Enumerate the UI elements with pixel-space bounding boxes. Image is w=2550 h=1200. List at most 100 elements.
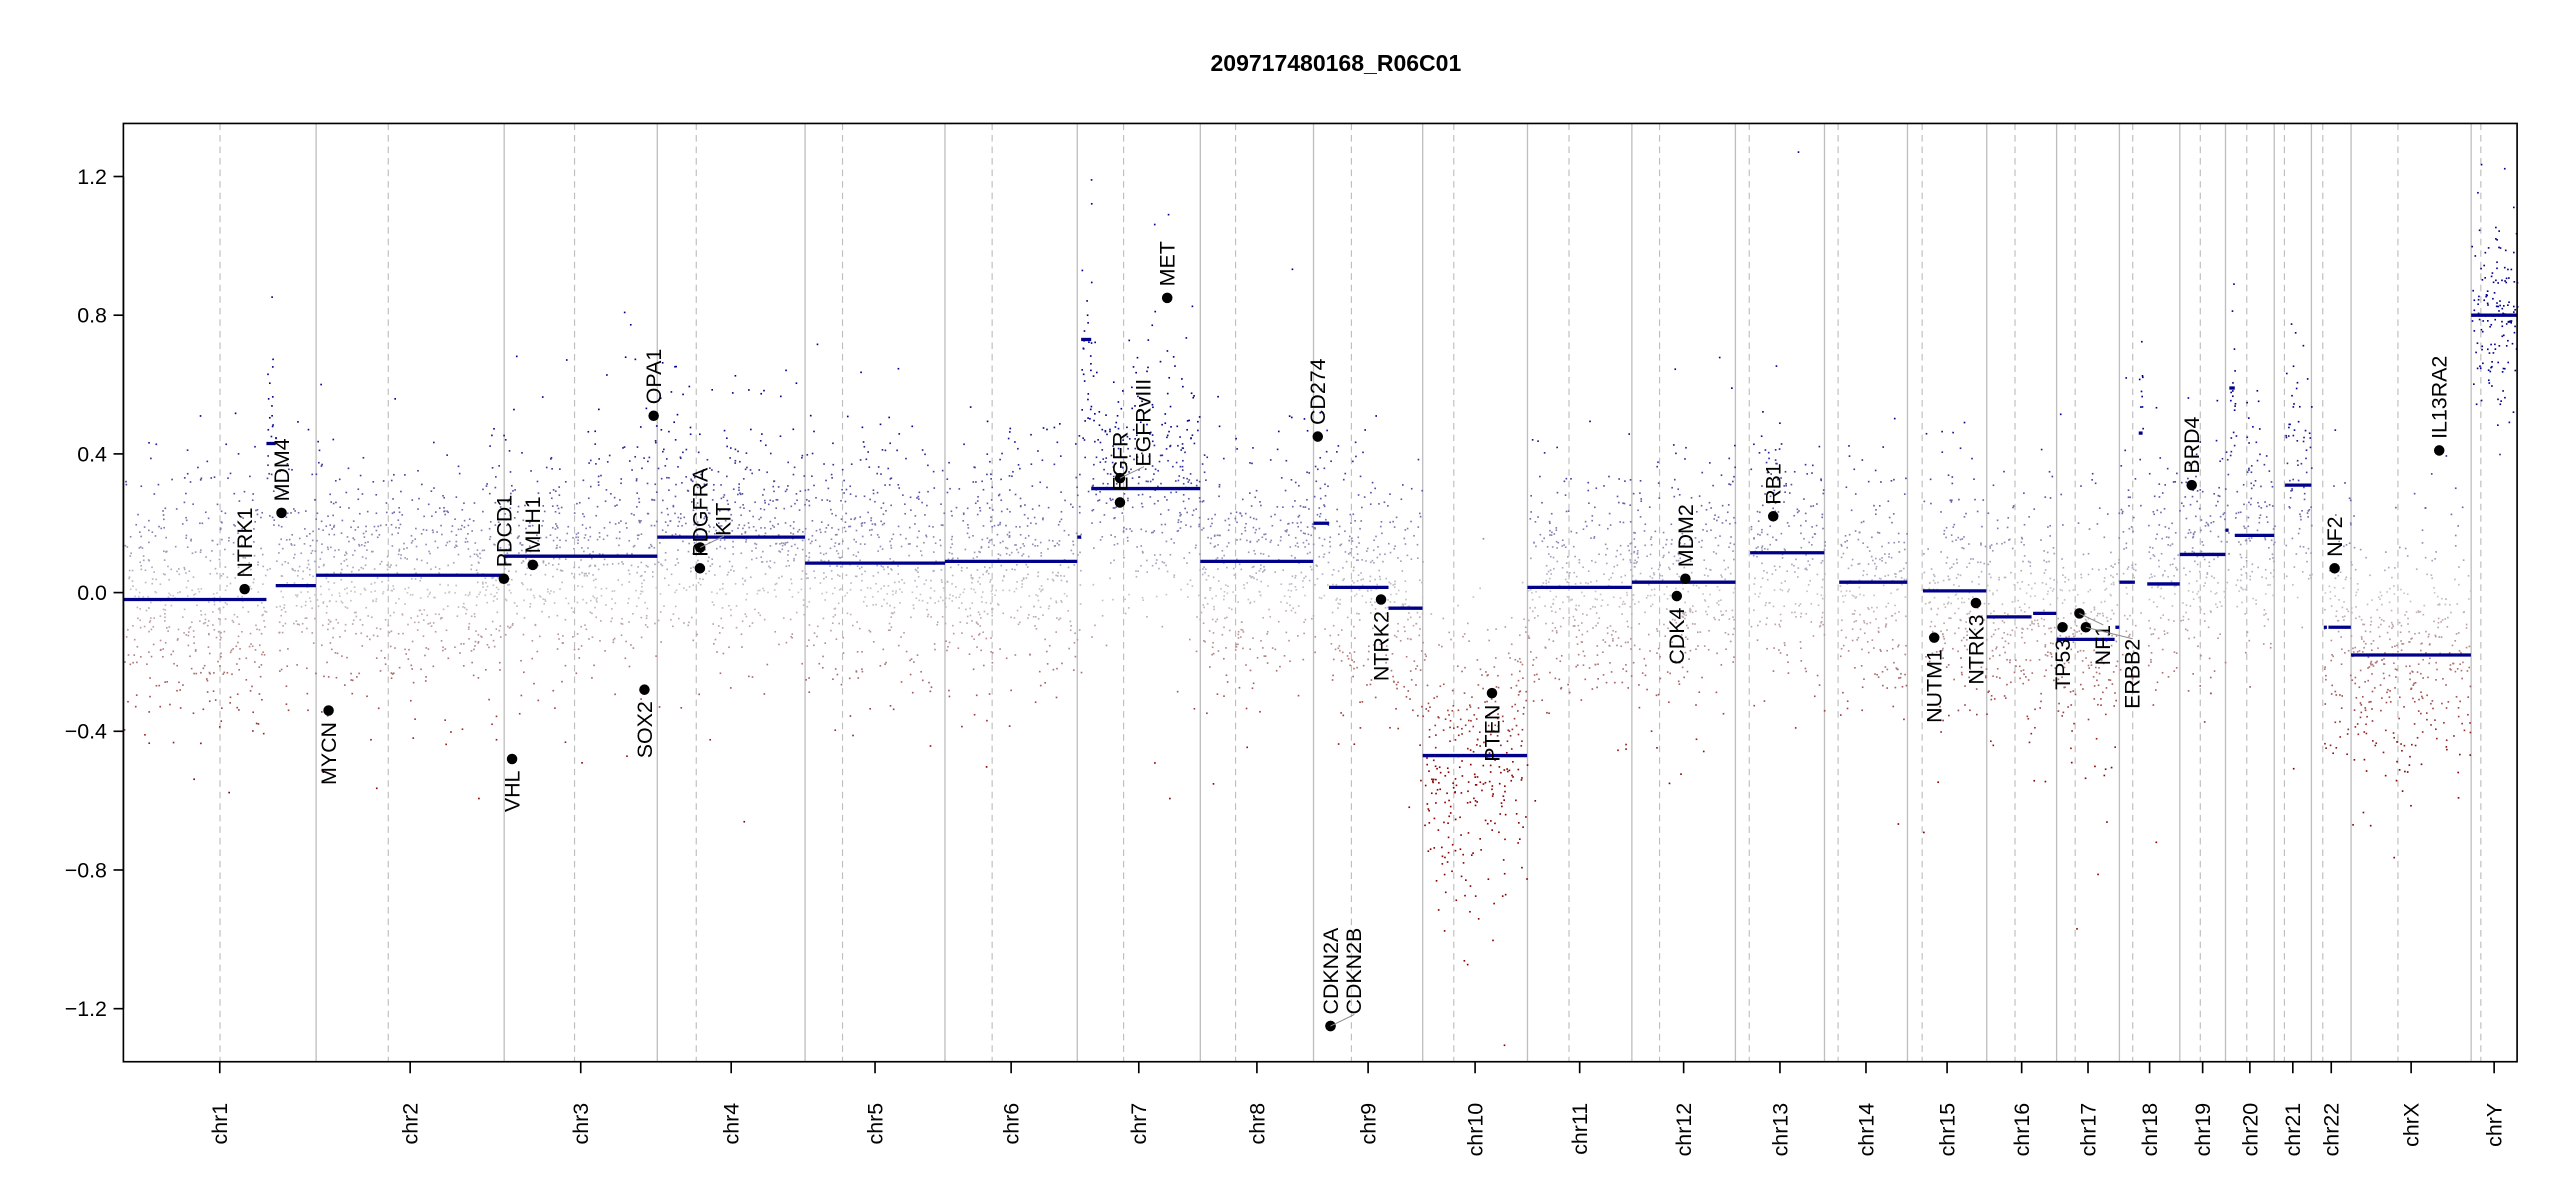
probe-point <box>1300 521 1302 524</box>
probe-point <box>641 582 643 585</box>
probe-point <box>1536 673 1538 676</box>
probe-point <box>1511 728 1514 731</box>
probe-point <box>322 601 325 603</box>
probe-point <box>140 655 142 658</box>
probe-point <box>400 490 402 493</box>
probe-point <box>1466 708 1468 711</box>
probe-point <box>162 514 165 516</box>
probe-point <box>1615 555 1618 558</box>
probe-point <box>219 609 221 611</box>
probe-point <box>1624 603 1626 605</box>
probe-point <box>463 519 466 522</box>
probe-point <box>929 596 932 599</box>
probe-point <box>1535 590 1537 593</box>
probe-point <box>148 441 150 444</box>
probe-point <box>662 499 664 502</box>
probe-point <box>674 605 677 608</box>
probe-point <box>360 544 363 546</box>
probe-point <box>249 585 251 588</box>
probe-point <box>1332 624 1335 627</box>
probe-point <box>830 473 833 476</box>
probe-point <box>1289 546 1292 548</box>
probe-point <box>1263 565 1265 568</box>
probe-point <box>1251 566 1254 569</box>
probe-point <box>1636 553 1639 555</box>
probe-point <box>1504 813 1507 816</box>
probe-point <box>1223 657 1225 660</box>
probe-point <box>1698 541 1700 543</box>
probe-point <box>235 645 238 648</box>
probe-point <box>244 557 247 559</box>
probe-point <box>1069 620 1072 623</box>
probe-point <box>267 455 269 457</box>
probe-point <box>208 652 211 655</box>
probe-point <box>183 608 186 611</box>
probe-point <box>1555 529 1558 532</box>
probe-point <box>1678 575 1681 578</box>
probe-point <box>1332 583 1334 586</box>
probe-point <box>1601 599 1604 601</box>
probe-point <box>892 560 895 563</box>
probe-point <box>886 593 889 595</box>
probe-point <box>576 633 579 635</box>
probe-point <box>185 492 187 495</box>
probe-point <box>351 692 354 695</box>
probe-point <box>1732 616 1734 618</box>
probe-point <box>844 521 847 523</box>
probe-point <box>279 649 281 652</box>
probe-point <box>777 534 780 536</box>
probe-point <box>1000 478 1002 481</box>
probe-point <box>1008 725 1011 727</box>
probe-point <box>1113 559 1115 562</box>
probe-point <box>1591 560 1593 562</box>
probe-point <box>1616 644 1618 647</box>
probe-point <box>1584 582 1587 584</box>
probe-point <box>1625 743 1627 746</box>
probe-point <box>252 493 255 495</box>
probe-point <box>440 524 442 527</box>
probe-point <box>850 463 853 466</box>
probe-point <box>382 592 384 595</box>
probe-point <box>853 518 856 521</box>
probe-point <box>805 555 808 557</box>
probe-point <box>1685 614 1687 617</box>
probe-point <box>1720 610 1722 613</box>
probe-point <box>744 580 746 582</box>
probe-point <box>516 605 518 607</box>
probe-point <box>804 572 807 575</box>
probe-point <box>1179 514 1181 517</box>
probe-point <box>889 604 891 607</box>
probe-point <box>948 597 951 600</box>
probe-point <box>991 608 994 610</box>
probe-point <box>650 545 653 548</box>
probe-point <box>557 633 560 636</box>
probe-point <box>1121 466 1124 469</box>
probe-point <box>918 599 921 602</box>
probe-point <box>1639 572 1642 575</box>
probe-point <box>1159 454 1162 457</box>
probe-point <box>1072 544 1075 546</box>
probe-point <box>1521 866 1523 869</box>
probe-point <box>312 642 315 644</box>
probe-point <box>320 593 322 596</box>
probe-point <box>864 543 866 546</box>
probe-point <box>1515 799 1517 802</box>
probe-point <box>340 600 343 603</box>
probe-point <box>1507 652 1510 655</box>
probe-point <box>993 524 996 527</box>
probe-point <box>1671 618 1674 621</box>
probe-point <box>1432 781 1434 784</box>
probe-point <box>1691 611 1694 614</box>
probe-point <box>933 487 936 489</box>
probe-point <box>1019 467 1021 470</box>
probe-point <box>250 568 252 571</box>
probe-point <box>1123 526 1125 529</box>
probe-point <box>1541 699 1543 702</box>
probe-point <box>1298 562 1300 564</box>
probe-point <box>143 625 146 628</box>
probe-point <box>1087 321 1089 324</box>
probe-point <box>801 539 804 542</box>
probe-point <box>999 523 1001 526</box>
probe-point <box>1656 746 1658 749</box>
probe-point <box>1632 594 1635 596</box>
